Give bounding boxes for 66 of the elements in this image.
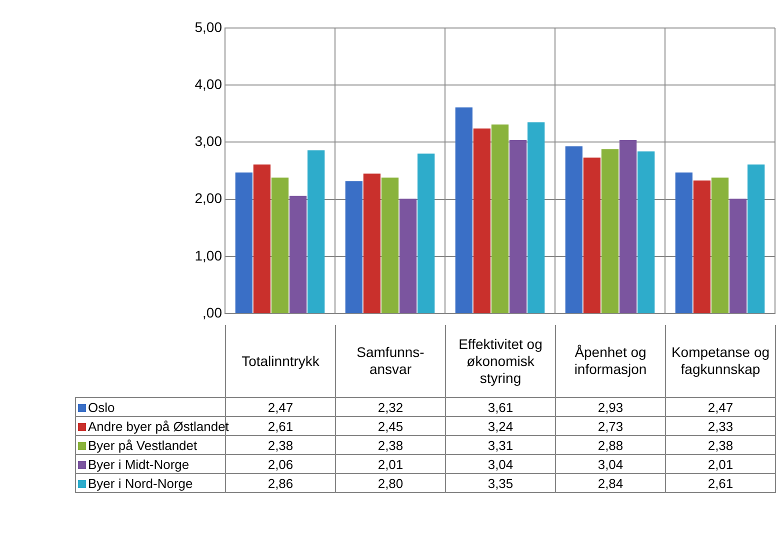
bar: [345, 181, 362, 314]
data-label: 2,06: [226, 454, 336, 474]
data-label: 2,45: [336, 416, 446, 436]
data-label: 2,61: [268, 418, 294, 434]
data-label: 2,33: [666, 416, 776, 436]
bar: [289, 196, 307, 314]
bar: [675, 172, 692, 314]
bar: [528, 122, 545, 314]
data-label: 3,61: [446, 398, 556, 416]
data-label: 2,38: [226, 436, 336, 454]
x-tick-label: Samfunns-ansvar: [336, 325, 446, 398]
data-label: 2,86: [226, 474, 336, 492]
data-label: 2,61: [666, 474, 776, 492]
bar: [455, 107, 472, 314]
bar: [565, 146, 582, 314]
bar: [308, 150, 325, 314]
bar: [711, 178, 729, 314]
data-label: 2,38: [336, 436, 446, 454]
y-tick-label: 1,00: [194, 247, 222, 264]
x-tick-label: Totalinntrykk: [226, 325, 336, 398]
data-label: 2,38: [666, 436, 776, 454]
data-label: 2,88: [556, 436, 666, 454]
bar: [418, 154, 435, 314]
bar: [381, 178, 399, 314]
data-label: 2,47: [666, 398, 776, 416]
data-label: 3,04: [446, 454, 556, 474]
bar: [491, 124, 509, 314]
data-label: 2,47: [226, 398, 336, 416]
bar: [253, 164, 271, 314]
legend-label: Byer på Vestlandet: [76, 436, 226, 454]
data-label: 3,31: [446, 436, 556, 454]
bar: [271, 178, 289, 314]
data-label: 3,35: [446, 474, 556, 492]
data-label: 2,32: [336, 398, 446, 416]
data-label: 2,80: [336, 474, 446, 492]
data-label: 3,24: [446, 416, 556, 436]
y-tick-label: 2,00: [194, 190, 222, 206]
y-tick-label: 5,00: [194, 18, 222, 35]
x-tick-label: Kompetanse og fagkunnskap: [666, 325, 776, 398]
legend-label: Byer i Nord-Norge: [76, 474, 226, 492]
bar: [473, 128, 491, 314]
bar: [235, 172, 252, 314]
data-label: 2,01: [336, 454, 446, 474]
bar: [693, 180, 711, 314]
bar: [363, 174, 381, 314]
y-tick-label: 4,00: [194, 76, 222, 92]
y-tick-label: 3,00: [194, 133, 222, 150]
bar: [509, 140, 527, 314]
legend-label: Andre byer på Østlandet: [87, 418, 229, 436]
data-label: 2,84: [556, 474, 666, 492]
x-tick-label: Effektivitet og økonomisk styring: [446, 325, 556, 398]
legend-label: Byer i Midt-Norge: [76, 454, 226, 474]
x-tick-label: Åpenhet og informasjon: [556, 325, 666, 398]
data-label: 2,73: [556, 416, 666, 436]
bar: [399, 198, 417, 314]
data-label: 2,93: [556, 398, 666, 416]
data-label: 3,04: [556, 454, 666, 474]
bar: [601, 149, 619, 314]
bar: [583, 158, 601, 314]
bar: [619, 140, 637, 314]
y-tick-label: ,00: [202, 304, 222, 320]
bar: [638, 151, 655, 314]
bar: [748, 164, 765, 314]
bar: [729, 198, 747, 314]
legend-label: Oslo: [76, 398, 226, 416]
data-label: 2,01: [666, 454, 776, 474]
